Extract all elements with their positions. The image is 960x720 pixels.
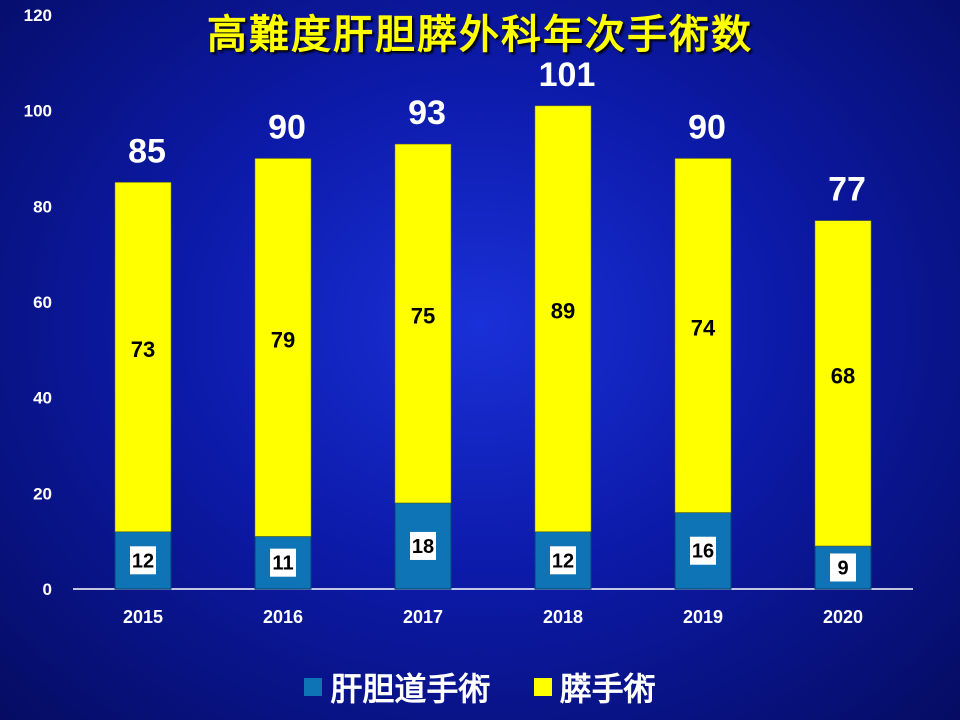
y-tick-label: 20 bbox=[33, 484, 52, 503]
data-label-pancreas: 74 bbox=[691, 315, 716, 340]
total-label: 77 bbox=[828, 171, 866, 209]
bar-pancreas bbox=[674, 158, 732, 513]
bar-pancreas bbox=[394, 143, 452, 504]
y-tick-label: 0 bbox=[43, 580, 52, 599]
data-label-pancreas: 79 bbox=[271, 327, 295, 352]
data-label-box bbox=[130, 546, 156, 575]
x-tick-label: 2020 bbox=[823, 607, 863, 627]
y-tick-label: 100 bbox=[24, 102, 52, 121]
y-tick-label: 120 bbox=[24, 6, 52, 25]
data-label-box bbox=[550, 546, 576, 575]
total-label: 85 bbox=[128, 132, 166, 170]
data-label-box bbox=[690, 536, 716, 565]
data-label-box bbox=[410, 531, 436, 560]
total-label: 93 bbox=[408, 94, 446, 132]
legend-label-pancreas: 膵手術 bbox=[559, 670, 656, 708]
total-label: 90 bbox=[268, 109, 306, 147]
legend-item-pancreas: 膵手術 bbox=[533, 664, 656, 710]
data-label-pancreas: 68 bbox=[831, 363, 855, 388]
data-label-hepatobiliary: 11 bbox=[272, 553, 293, 575]
y-tick-label: 80 bbox=[33, 197, 52, 216]
legend-item-hepatobiliary: 肝胆道手術 bbox=[304, 664, 490, 710]
data-label-hepatobiliary: 9 bbox=[837, 557, 848, 579]
bar-pancreas bbox=[534, 105, 592, 532]
data-label-hepatobiliary: 16 bbox=[692, 541, 714, 563]
x-tick-label: 2019 bbox=[683, 607, 723, 627]
data-label-pancreas: 75 bbox=[411, 304, 435, 329]
legend-swatch-hepatobiliary bbox=[304, 678, 323, 696]
chart-title: 高難度肝胆膵外科年次手術数 bbox=[207, 12, 753, 58]
data-label-pancreas: 89 bbox=[551, 299, 575, 324]
data-label-pancreas: 73 bbox=[131, 337, 155, 362]
legend-swatch-pancreas bbox=[533, 678, 552, 696]
legend: 肝胆道手術 膵手術 bbox=[0, 664, 960, 710]
data-label-hepatobiliary: 12 bbox=[552, 550, 574, 572]
bar-pancreas bbox=[814, 220, 872, 547]
x-tick-label: 2017 bbox=[403, 607, 443, 627]
bar-pancreas bbox=[114, 182, 172, 532]
x-tick-label: 2018 bbox=[543, 607, 583, 627]
total-label: 90 bbox=[688, 109, 726, 147]
legend-label-hepatobiliary: 肝胆道手術 bbox=[330, 670, 491, 708]
x-tick-label: 2016 bbox=[263, 607, 303, 627]
y-tick-label: 60 bbox=[33, 293, 52, 312]
data-label-box bbox=[830, 553, 856, 582]
y-tick-label: 40 bbox=[33, 389, 52, 408]
x-tick-label: 2015 bbox=[123, 607, 163, 627]
data-label-hepatobiliary: 12 bbox=[132, 550, 154, 572]
bar-pancreas bbox=[254, 158, 312, 537]
data-label-hepatobiliary: 18 bbox=[412, 536, 434, 558]
total-label: 101 bbox=[539, 56, 596, 94]
data-label-box bbox=[270, 548, 296, 577]
